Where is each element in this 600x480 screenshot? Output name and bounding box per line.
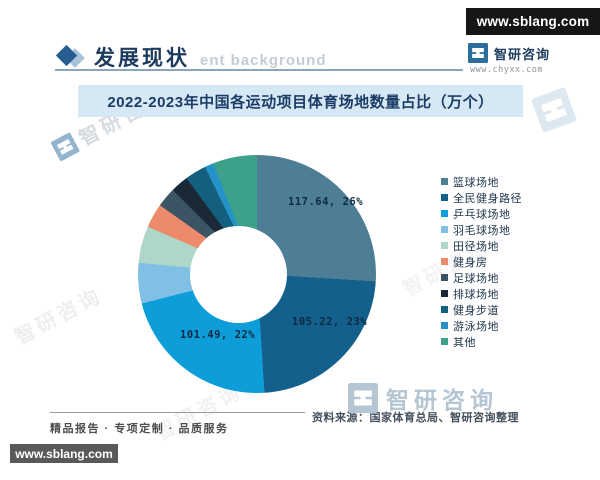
brand-block: 智研咨询 www.chyxx.com	[468, 43, 578, 75]
legend-item: 乒乓球场地	[441, 208, 522, 221]
legend-item: 游泳场地	[441, 320, 522, 333]
legend-swatch	[441, 290, 448, 298]
background-watermark	[531, 87, 577, 133]
legend-item: 篮球场地	[441, 176, 522, 189]
section-title: 发展现状	[94, 47, 190, 70]
legend-label: 田径场地	[453, 240, 499, 253]
legend-label: 排球场地	[453, 288, 499, 301]
legend-item: 全民健身路径	[441, 192, 522, 205]
legend-label: 游泳场地	[453, 320, 499, 333]
zhiyan-logo-icon	[468, 43, 488, 63]
footer-tagline: 精品报告 · 专项定制 · 品质服务	[50, 423, 229, 435]
zhiyan-logo-icon	[50, 132, 80, 162]
footer-brand-watermark: 智研咨询	[348, 381, 498, 415]
legend-item: 健身步道	[441, 304, 522, 317]
legend-item: 排球场地	[441, 288, 522, 301]
legend-swatch	[441, 338, 448, 346]
legend-swatch	[441, 178, 448, 186]
brand-url: www.chyxx.com	[470, 65, 544, 75]
legend-swatch	[441, 242, 448, 250]
legend-label: 健身步道	[453, 304, 499, 317]
chart-title-bar: 2022-2023年中国各运动项目体育场地数量占比（万个）	[78, 85, 523, 117]
legend-label: 全民健身路径	[453, 192, 522, 205]
slice-label-basketball: 117.64, 26%	[288, 196, 364, 208]
header-divider	[55, 69, 463, 71]
legend-label: 羽毛球场地	[453, 224, 511, 237]
background-watermark: 智研咨询	[9, 279, 107, 350]
legend-swatch	[441, 306, 448, 314]
legend-item: 足球场地	[441, 272, 522, 285]
legend-swatch	[441, 210, 448, 218]
legend-swatch	[441, 194, 448, 202]
slice-label-table-tennis: 101.49, 22%	[180, 329, 256, 341]
data-source-note: 资料来源：国家体育总局、智研咨询整理	[312, 412, 519, 424]
legend-label: 其他	[453, 336, 476, 349]
legend-label: 乒乓球场地	[453, 208, 511, 221]
legend-label: 足球场地	[453, 272, 499, 285]
legend-label: 健身房	[453, 256, 488, 269]
watermark-text: 智研咨询	[11, 284, 107, 349]
donut-hole	[190, 226, 287, 323]
footer-divider	[50, 412, 305, 413]
legend-swatch	[441, 226, 448, 234]
legend-label: 篮球场地	[453, 176, 499, 189]
chart-title: 2022-2023年中国各运动项目体育场地数量占比（万个）	[107, 93, 494, 111]
legend-swatch	[441, 258, 448, 266]
section-diamond-icon	[55, 44, 89, 71]
zhiyan-logo-icon	[531, 87, 577, 133]
header-ghost-watermark: ent background	[200, 52, 327, 69]
legend-swatch	[441, 322, 448, 330]
legend-swatch	[441, 274, 448, 282]
legend-item: 其他	[441, 336, 522, 349]
legend-item: 羽毛球场地	[441, 224, 522, 237]
chart-legend: 篮球场地全民健身路径 乒乓球场地羽毛球场地田径场地健身房足球场地排球场地健身步道游…	[441, 176, 522, 349]
site-badge-bottom: www.sblang.com	[10, 444, 118, 463]
site-badge-top: www.sblang.com	[466, 8, 600, 35]
legend-item: 田径场地	[441, 240, 522, 253]
zhiyan-logo-icon	[348, 383, 378, 413]
brand-name: 智研咨询	[494, 46, 551, 62]
watermark-text: 智研咨询	[386, 387, 498, 413]
slice-label-fitness-path: 105.22, 23%	[292, 316, 368, 328]
legend-item: 健身房	[441, 256, 522, 269]
